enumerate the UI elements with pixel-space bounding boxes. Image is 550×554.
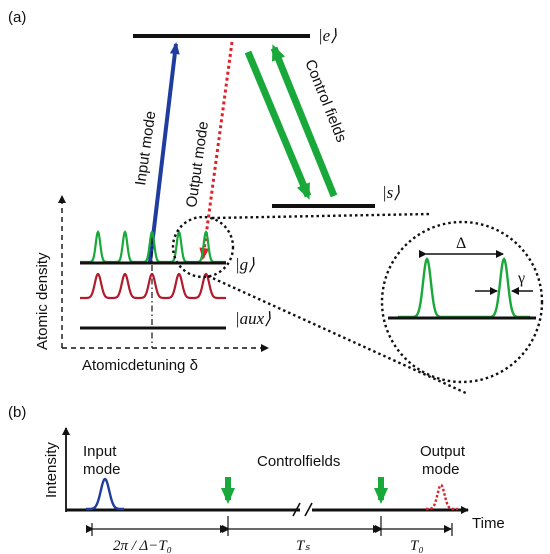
aux-comb-curve	[80, 272, 226, 300]
panel-b-label: (b)	[8, 404, 26, 421]
output-mode-text-line2: mode	[422, 461, 460, 478]
level-g-label: |g⟩	[235, 255, 255, 274]
control-fields-text: Controlfields	[257, 453, 340, 470]
level-aux-label: |aux⟩	[235, 309, 271, 328]
level-s-label: |s⟩	[382, 183, 400, 202]
time-label: Time	[472, 515, 505, 532]
input-mode-text-line1: Input	[83, 443, 117, 460]
gamma-label: γ	[517, 270, 525, 287]
zoom-connector-top	[211, 212, 431, 220]
axis-break-left	[292, 502, 301, 517]
input-pulse	[86, 477, 124, 511]
atomic-density-label: Atomic density	[34, 252, 51, 350]
zoom-inset: Δ γ	[380, 220, 544, 384]
control-field-arrow-down	[244, 50, 312, 200]
input-mode-arrow	[148, 42, 180, 263]
axis-break-right	[304, 502, 313, 517]
input-mode-text-line2: mode	[83, 461, 121, 478]
delta-label: Δ	[456, 235, 466, 252]
level-e-label: |e⟩	[318, 26, 337, 45]
control-field-arrow-up	[270, 44, 338, 198]
output-mode-label: Output mode	[183, 120, 212, 208]
input-mode-label: Input mode	[132, 110, 159, 187]
interval-1-label: 2π / Δ−T₀	[113, 538, 172, 554]
panel-a-label: (a)	[8, 9, 26, 26]
intensity-label: Intensity	[43, 442, 60, 498]
output-mode-text-line1: Output	[420, 443, 466, 460]
atomic-detuning-label: Atomicdetuning δ	[82, 357, 198, 374]
output-mode-arrow	[199, 41, 234, 260]
zoom-connector-bottom	[207, 274, 469, 396]
interval-2-label: Tₛ	[296, 538, 310, 554]
output-pulse	[426, 483, 458, 511]
panel-b: (b) Intensity Time Input mode Controlfie…	[8, 404, 505, 554]
zoom-source-circle	[171, 215, 235, 279]
interval-3-label: T₀	[410, 538, 424, 554]
panel-a: (a) |e⟩ |s⟩ Input mode Output mode Contr…	[8, 9, 544, 396]
ground-comb-curve	[80, 230, 226, 264]
